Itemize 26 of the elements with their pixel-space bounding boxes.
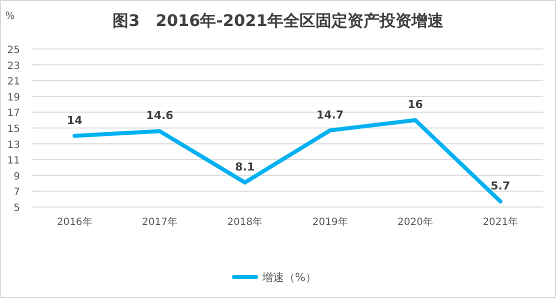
y-tick-label: 23 bbox=[7, 60, 20, 72]
data-label: 8.1 bbox=[235, 160, 255, 174]
x-tick-label: 2018年 bbox=[227, 216, 263, 228]
y-tick-label: 15 bbox=[7, 124, 20, 135]
y-tick-label: 11 bbox=[7, 156, 20, 167]
data-label: 14 bbox=[66, 114, 83, 127]
y-tick-label: 9 bbox=[14, 171, 20, 182]
x-tick-label: 2019年 bbox=[312, 216, 348, 228]
y-tick-label: 17 bbox=[7, 108, 20, 120]
y-tick-label: 7 bbox=[14, 187, 20, 198]
y-tick-label: 21 bbox=[7, 76, 20, 88]
chart-title: 图3 2016年-2021年全区固定资产投资增速 bbox=[112, 11, 444, 30]
data-label: 14.6 bbox=[146, 109, 174, 122]
data-label: 5.7 bbox=[490, 179, 510, 192]
x-tick-label: 2016年 bbox=[56, 216, 92, 228]
y-tick-label: 13 bbox=[7, 140, 20, 151]
y-tick-label: 25 bbox=[7, 45, 20, 56]
y-tick-label: 5 bbox=[14, 203, 20, 214]
y-tick-label: 19 bbox=[7, 92, 20, 104]
x-tick-label: 2020年 bbox=[398, 216, 433, 228]
y-axis-title: % bbox=[5, 11, 15, 22]
legend-label: 增速（%） bbox=[261, 271, 316, 284]
data-label: 16 bbox=[408, 98, 424, 112]
x-tick-label: 2021年 bbox=[482, 216, 518, 228]
data-label: 14.7 bbox=[316, 108, 344, 122]
x-tick-label: 2017年 bbox=[142, 216, 178, 228]
